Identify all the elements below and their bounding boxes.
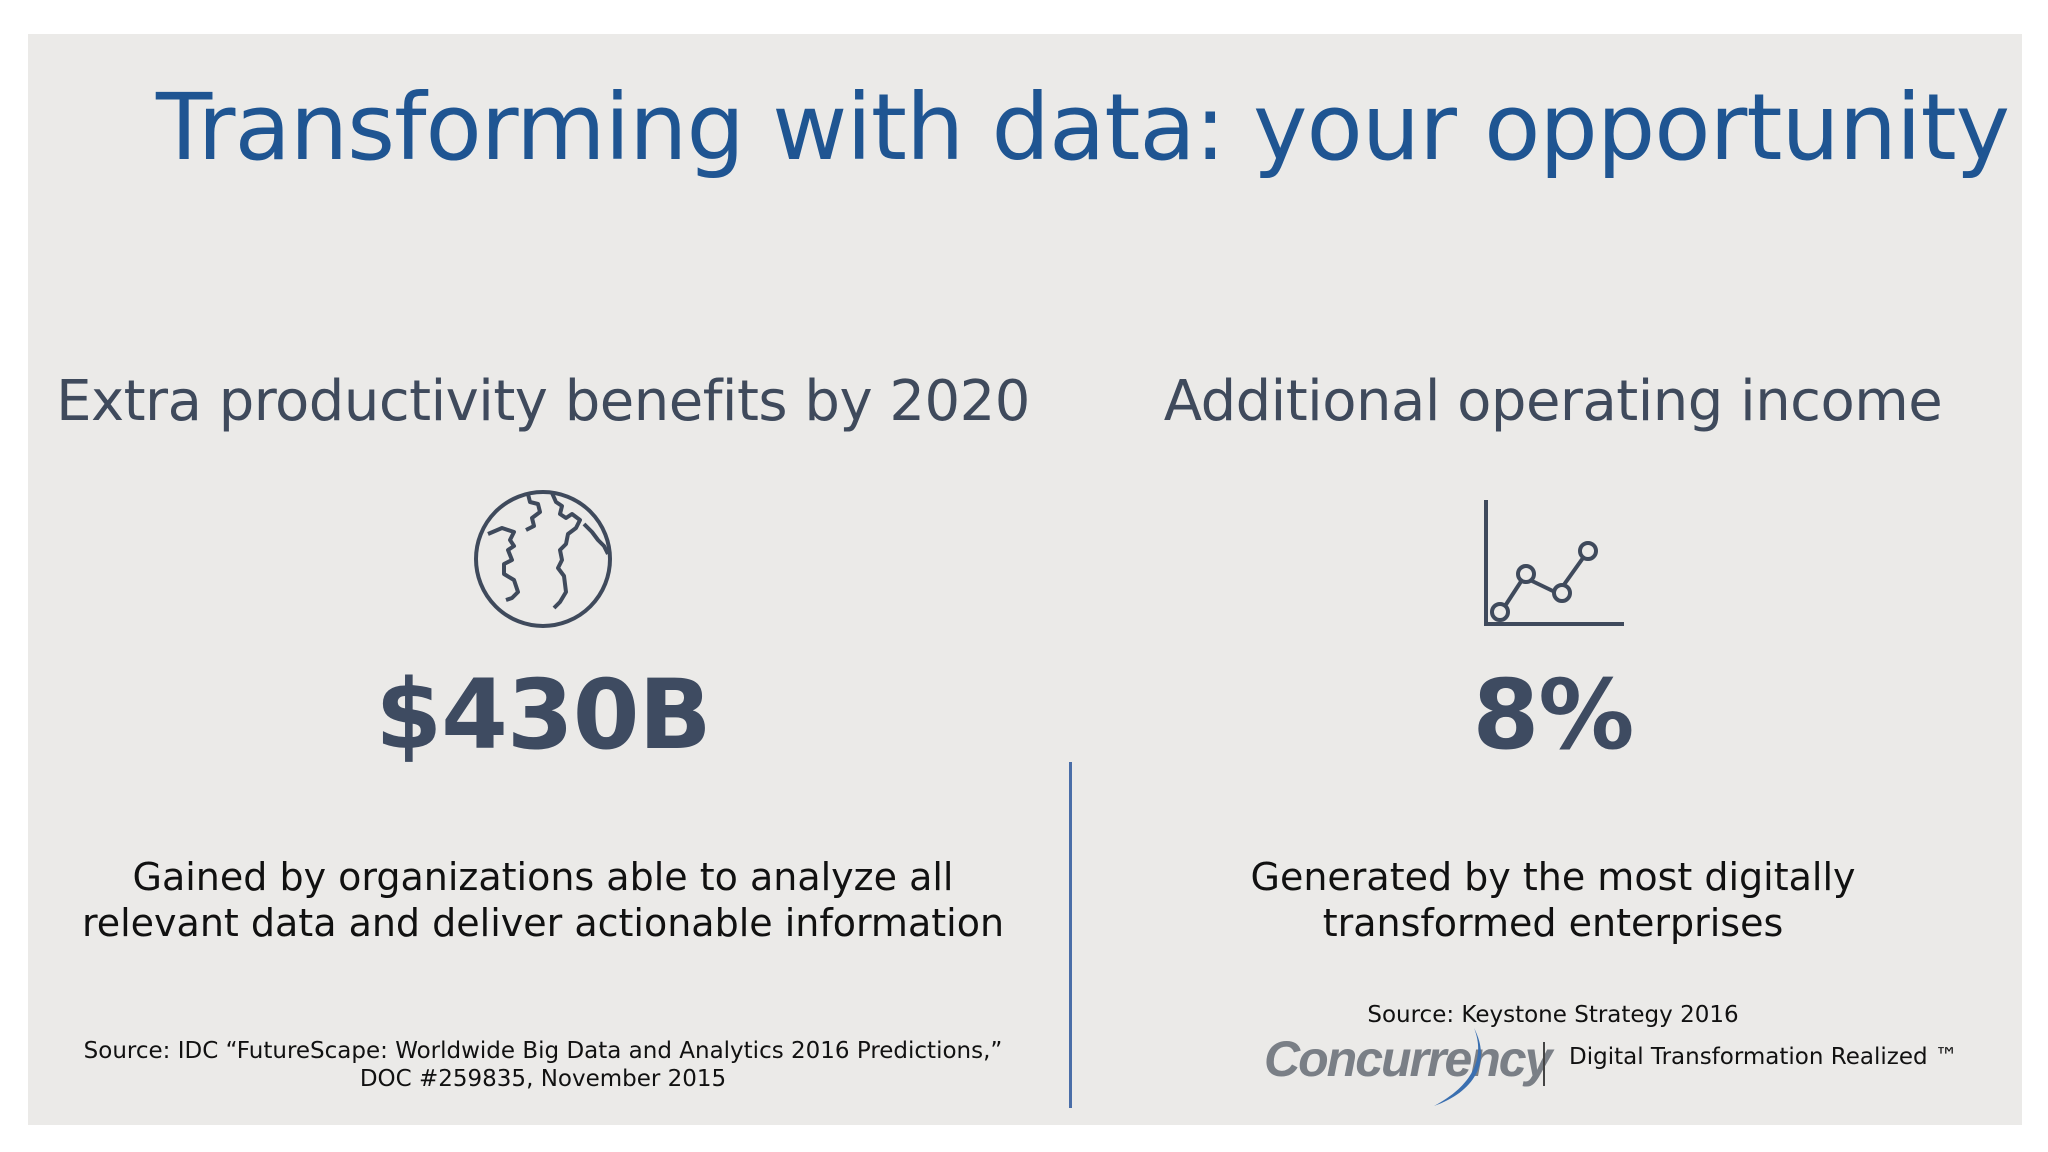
right-column: Additional operating income 8% Generated…: [1053, 34, 2048, 1125]
left-source: Source: IDC “FutureScape: Worldwide Big …: [43, 1037, 1043, 1093]
slide-title: Transforming with data: your opportunity: [156, 74, 2010, 181]
left-column: Extra productivity benefits by 2020 $430…: [43, 34, 1043, 1125]
brand-tagline: Digital Transformation Realized ™: [1569, 1044, 1958, 1070]
right-value: 8%: [1472, 659, 1635, 771]
logo-swoosh-icon: [1434, 1028, 1481, 1106]
right-description-line: Generated by the most digitally: [1250, 855, 1856, 899]
left-description: Gained by organizations able to analyze …: [43, 854, 1043, 946]
right-source: Source: Keystone Strategy 2016: [1367, 1002, 1739, 1028]
left-value: $430B: [375, 659, 711, 771]
slide: Transforming with data: your opportunity…: [28, 34, 2022, 1125]
left-source-line: Source: IDC “FutureScape: Worldwide Big …: [83, 1038, 1003, 1064]
right-description-line: transformed enterprises: [1322, 901, 1784, 945]
left-heading: Extra productivity benefits by 2020: [56, 369, 1030, 434]
brand-footer: Concurrency Digital Transformation Reali…: [1264, 1022, 1964, 1112]
brand-separator: [1543, 1042, 1545, 1086]
globe-icon: [474, 490, 612, 628]
left-source-line: DOC #259835, November 2015: [359, 1066, 727, 1092]
left-description-line: relevant data and deliver actionable inf…: [81, 901, 1005, 945]
right-description: Generated by the most digitally transfor…: [1053, 854, 2048, 946]
column-divider: [1069, 762, 1072, 1108]
concurrency-logo: Concurrency: [1264, 1031, 1552, 1087]
left-description-line: Gained by organizations able to analyze …: [132, 855, 954, 899]
line-chart-icon: [1484, 500, 1624, 626]
right-heading: Additional operating income: [1163, 369, 1943, 434]
